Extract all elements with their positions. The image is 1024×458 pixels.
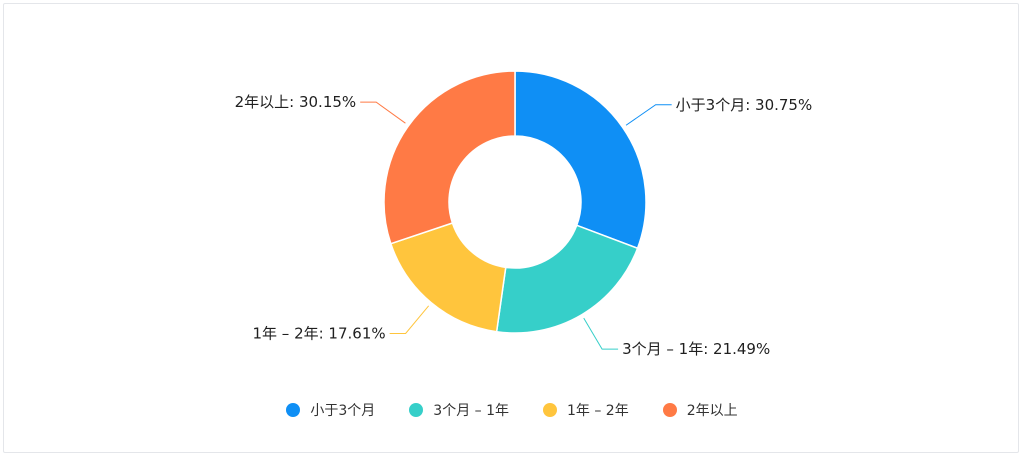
leader-line-1 (583, 317, 619, 350)
legend-marker (286, 403, 301, 417)
slice-labels: 小于3个月: 30.75% 3个月 – 1年: 21.49% 1年 – 2年: 17… (235, 93, 813, 358)
leader-line-2 (389, 305, 430, 334)
legend-label: 小于3个月 (310, 403, 376, 419)
legend-item-0[interactable]: 小于3个月 (286, 400, 375, 420)
legend-marker (662, 403, 677, 417)
slice-3[interactable] (383, 70, 516, 245)
legend-label: 1年 – 2年 (567, 403, 629, 419)
legend-item-2[interactable]: 1年 – 2年 (543, 400, 629, 420)
leader-lines (360, 101, 672, 350)
legend-label: 3个月 – 1年 (433, 403, 509, 419)
legend-item-3[interactable]: 2年以上 (662, 400, 738, 420)
slice-2[interactable] (389, 222, 507, 333)
legend-label: 2年以上 (686, 403, 738, 419)
slice-0[interactable] (514, 70, 647, 250)
slice-1[interactable] (495, 224, 639, 334)
leader-line-0 (625, 104, 672, 126)
legend-marker (543, 403, 557, 417)
donut-slices (383, 70, 647, 334)
slice-label-2: 1年 – 2年: 17.61% (252, 324, 385, 342)
leader-line-3 (360, 101, 406, 124)
legend-item-1[interactable]: 3个月 – 1年 (409, 400, 509, 420)
slice-label-1: 3个月 – 1年: 21.49% (622, 340, 770, 358)
slice-label-0: 小于3个月: 30.75% (676, 96, 813, 114)
chart-legend: 小于3个月 3个月 – 1年 1年 – 2年 2年以上 (0, 398, 1024, 422)
legend-marker (409, 403, 424, 417)
slice-label-3: 2年以上: 30.15% (235, 93, 357, 111)
